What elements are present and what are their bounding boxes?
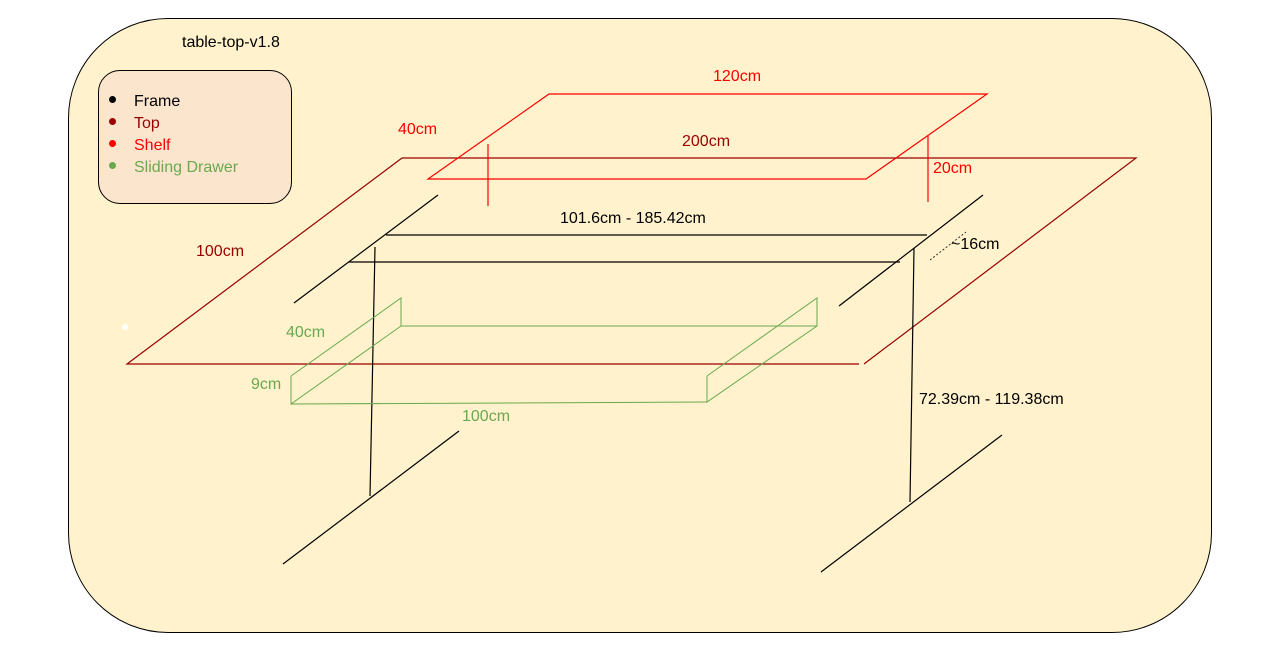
shelf-depth-label: 40cm bbox=[398, 121, 438, 138]
legend-label: Sliding Drawer bbox=[134, 159, 239, 176]
legend-dot bbox=[109, 96, 116, 104]
frame-height-label: 72.39cm - 119.38cm bbox=[919, 391, 1064, 408]
stray-dot bbox=[122, 324, 128, 330]
legend-dot bbox=[109, 162, 116, 170]
shelf-width-label: 120cm bbox=[713, 68, 762, 85]
diagram-title: table-top-v1.8 bbox=[182, 34, 280, 51]
legend-item-frame: Frame bbox=[109, 93, 180, 111]
legend-label: Frame bbox=[134, 93, 181, 110]
frame-offset-label: ~16cm bbox=[951, 236, 1000, 253]
legend-item-shelf: Shelf bbox=[109, 137, 170, 155]
top-outline bbox=[125, 157, 1138, 365]
shelf-height-label: 20cm bbox=[933, 160, 973, 177]
legend: Frame Top Shelf Sliding Drawer bbox=[98, 70, 292, 204]
legend-dot bbox=[109, 118, 116, 126]
legend-item-top: Top bbox=[109, 115, 160, 133]
frame-left-foot bbox=[282, 430, 460, 565]
frame-width-label: 101.6cm - 185.42cm bbox=[560, 210, 706, 227]
drawer-height-label: 9cm bbox=[251, 376, 282, 393]
legend-label: Shelf bbox=[134, 137, 171, 154]
frame-right-upper-bar bbox=[838, 194, 984, 307]
frame-right-leg bbox=[909, 247, 915, 503]
frame-left-leg bbox=[369, 246, 376, 497]
sliding-drawer bbox=[290, 297, 818, 405]
legend-dot bbox=[109, 140, 116, 148]
legend-label: Top bbox=[134, 115, 160, 132]
legend-item-sliding-drawer: Sliding Drawer bbox=[109, 159, 238, 177]
frame-left-upper-bar bbox=[293, 194, 439, 304]
frame-right-foot bbox=[820, 434, 1003, 573]
top-width-label: 200cm bbox=[682, 133, 731, 150]
drawer-width-label: 100cm bbox=[462, 408, 511, 425]
top-depth-label: 100cm bbox=[196, 243, 245, 260]
drawer-depth-label: 40cm bbox=[286, 324, 326, 341]
shelf-outline bbox=[426, 93, 989, 180]
